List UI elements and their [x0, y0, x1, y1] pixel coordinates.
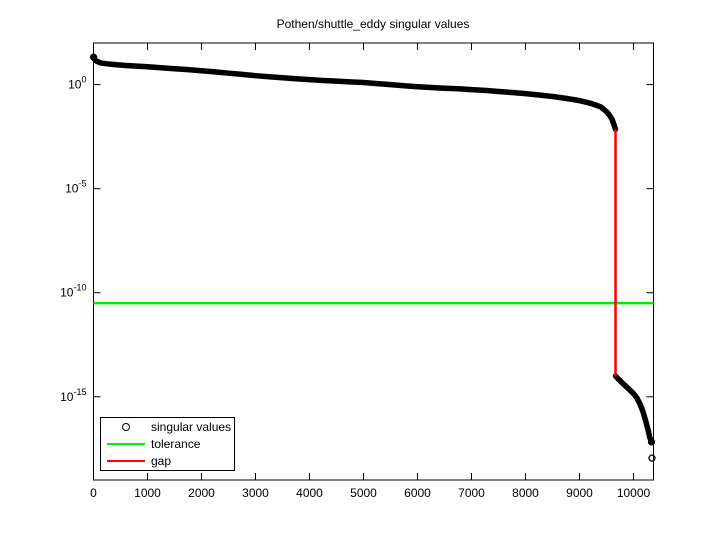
legend-item-gap: gap	[101, 453, 234, 469]
singular-value-marker	[648, 454, 656, 462]
legend: singular values tolerance gap	[100, 417, 235, 471]
chart-title: Pothen/shuttle_eddy singular values	[276, 17, 470, 31]
legend-label-tolerance: tolerance	[151, 437, 201, 451]
x-tick-label: 2000	[188, 486, 215, 500]
y-tick-label: 100	[68, 75, 86, 92]
legend-swatch-cell	[101, 442, 151, 446]
y-tick-label: 10-5	[65, 179, 86, 196]
x-tick-label: 0	[90, 486, 97, 500]
x-tick-label: 7000	[458, 486, 485, 500]
singular-value-marker	[647, 438, 656, 446]
x-tick-label: 5000	[350, 486, 377, 500]
singular-values-band	[612, 373, 655, 445]
x-tick-label: 6000	[404, 486, 431, 500]
y-tick-label: 10-15	[60, 387, 86, 404]
x-tick-label: 3000	[242, 486, 269, 500]
legend-label-singular-values: singular values	[151, 420, 232, 434]
y-tick-label: 10-10	[60, 283, 86, 300]
legend-item-tolerance: tolerance	[101, 436, 234, 452]
legend-gap-line-icon	[107, 459, 145, 463]
x-tick-label: 1000	[134, 486, 161, 500]
singular-values-band	[90, 54, 619, 133]
x-tick-label: 8000	[512, 486, 539, 500]
plot-box	[93, 42, 654, 481]
legend-item-singular-values: singular values	[101, 419, 234, 435]
x-tick-label: 4000	[296, 486, 323, 500]
x-tick-label: 9000	[566, 486, 593, 500]
singular-value-marker	[89, 53, 98, 61]
legend-label-gap: gap	[151, 454, 172, 468]
legend-swatch-cell	[101, 423, 151, 431]
x-tick-label: 10000	[617, 486, 651, 500]
legend-circle-marker-icon	[122, 423, 130, 431]
legend-swatch-cell	[101, 459, 151, 463]
legend-tolerance-line-icon	[107, 442, 145, 446]
